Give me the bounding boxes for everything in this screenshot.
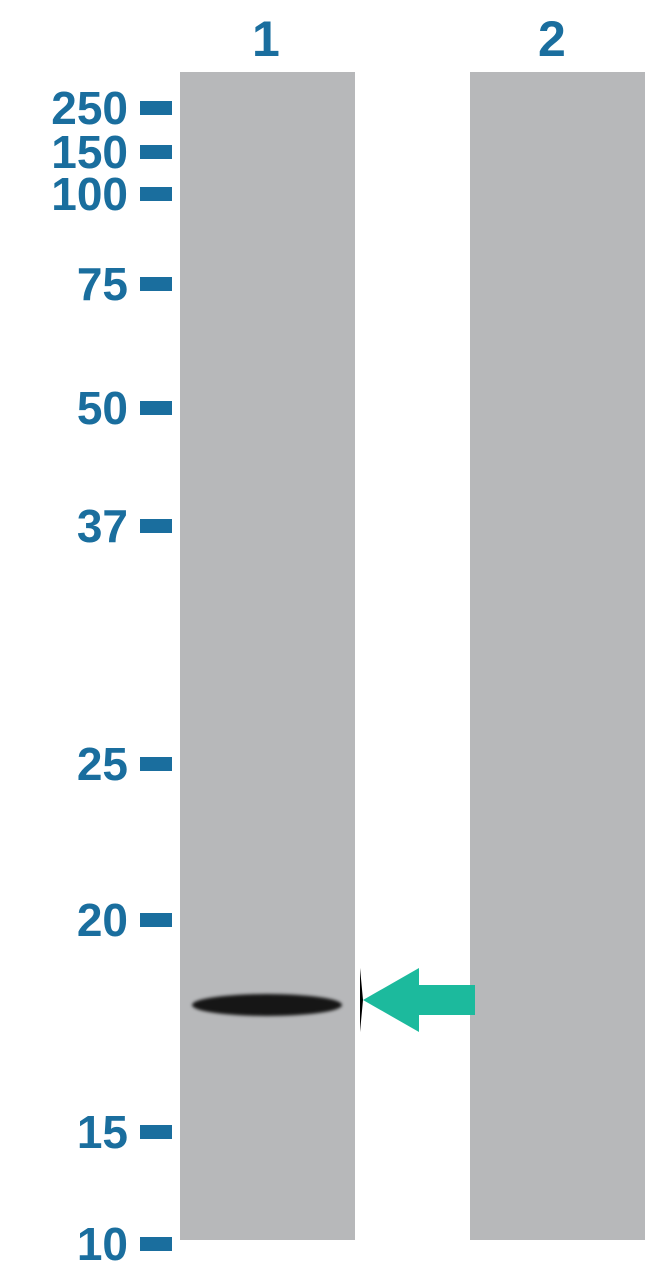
marker-label: 100 <box>8 167 128 221</box>
marker-tick-icon <box>140 187 172 201</box>
lane-header-1: 1 <box>252 10 280 68</box>
marker-tick-icon <box>140 1237 172 1251</box>
marker-tick-icon <box>140 145 172 159</box>
arrow-head-icon <box>360 968 419 1032</box>
marker-label: 10 <box>8 1217 128 1271</box>
marker-label: 25 <box>8 737 128 791</box>
marker-tick-icon <box>140 401 172 415</box>
lane-1 <box>180 72 355 1240</box>
marker-tick-icon <box>140 519 172 533</box>
marker-row: 50 <box>0 381 172 435</box>
marker-row: 20 <box>0 893 172 947</box>
lane-header-2: 2 <box>538 10 566 68</box>
marker-label: 20 <box>8 893 128 947</box>
marker-tick-icon <box>140 913 172 927</box>
marker-row: 100 <box>0 167 172 221</box>
marker-tick-icon <box>140 757 172 771</box>
marker-label: 50 <box>8 381 128 435</box>
marker-row: 10 <box>0 1217 172 1271</box>
marker-row: 15 <box>0 1105 172 1159</box>
marker-tick-icon <box>140 101 172 115</box>
arrow-shaft <box>419 985 475 1015</box>
lane-2 <box>470 72 645 1240</box>
marker-label: 37 <box>8 499 128 553</box>
band-arrow <box>360 968 475 1032</box>
protein-band <box>192 994 342 1016</box>
marker-row: 75 <box>0 257 172 311</box>
marker-tick-icon <box>140 1125 172 1139</box>
marker-row: 37 <box>0 499 172 553</box>
marker-label: 75 <box>8 257 128 311</box>
marker-row: 25 <box>0 737 172 791</box>
marker-label: 15 <box>8 1105 128 1159</box>
blot-figure: 1 2 25015010075503725201510 <box>0 0 650 1270</box>
marker-tick-icon <box>140 277 172 291</box>
